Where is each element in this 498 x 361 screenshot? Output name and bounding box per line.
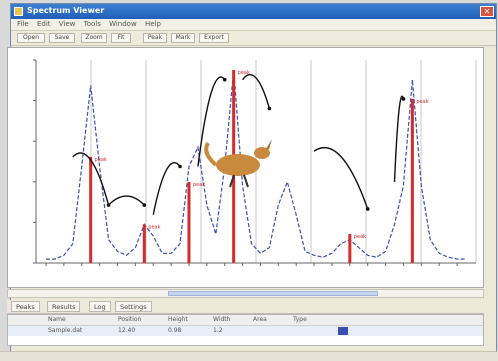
arrow-head bbox=[267, 106, 272, 111]
menu-window[interactable]: Window bbox=[109, 20, 137, 28]
transition-arrow bbox=[152, 161, 181, 215]
peak-label: peak bbox=[354, 234, 366, 240]
cell-height: 0.98 bbox=[168, 327, 182, 334]
transition-arrow bbox=[72, 152, 110, 206]
col-area[interactable]: Area bbox=[253, 316, 267, 323]
kangaroo-illustration bbox=[204, 139, 272, 188]
fit-button[interactable]: Fit bbox=[111, 33, 131, 43]
export-button[interactable]: Export bbox=[199, 33, 229, 43]
arrow-head bbox=[178, 164, 182, 169]
arrow-head bbox=[365, 207, 370, 211]
col-width[interactable]: Width bbox=[213, 316, 231, 323]
menu-help[interactable]: Help bbox=[144, 20, 161, 28]
results-table: Name Position Height Width Area Type Sam… bbox=[7, 314, 484, 346]
arrow-head bbox=[222, 77, 227, 82]
tab-results[interactable]: Results bbox=[47, 301, 81, 312]
peak-label: peak bbox=[238, 70, 250, 76]
peak-label: peak bbox=[95, 157, 107, 163]
transition-arrow bbox=[108, 195, 145, 206]
app-icon bbox=[14, 7, 23, 16]
status-bar bbox=[0, 351, 498, 361]
menu-file[interactable]: File bbox=[17, 20, 29, 28]
mark-button[interactable]: Mark bbox=[171, 33, 195, 43]
scrollbar-thumb[interactable] bbox=[168, 291, 378, 296]
col-type[interactable]: Type bbox=[293, 316, 307, 323]
table-header: Name Position Height Width Area Type bbox=[8, 315, 483, 326]
table-row[interactable]: Sample.dat 12.40 0.98 1.2 bbox=[8, 326, 483, 336]
open-button[interactable]: Open bbox=[17, 33, 45, 43]
menu-view[interactable]: View bbox=[58, 20, 76, 28]
horizontal-scrollbar[interactable] bbox=[7, 289, 484, 298]
menu-tools[interactable]: Tools bbox=[83, 20, 101, 28]
toolbar: Open Save Zoom Fit Peak Mark Export bbox=[11, 31, 496, 46]
peak-label: peak bbox=[416, 99, 428, 105]
transition-arrow bbox=[197, 76, 226, 167]
bottom-tab-strip: Peaks Results Log Settings bbox=[7, 300, 484, 314]
peak-label: peak bbox=[148, 224, 160, 230]
col-name[interactable]: Name bbox=[48, 316, 66, 323]
cell-position: 12.40 bbox=[118, 327, 136, 334]
spectrum-chart[interactable]: peak peak peak peak peak peak bbox=[8, 48, 485, 289]
menu-bar: File Edit View Tools Window Help bbox=[11, 19, 496, 31]
col-position[interactable]: Position bbox=[118, 316, 142, 323]
save-button[interactable]: Save bbox=[49, 33, 75, 43]
zoom-button[interactable]: Zoom bbox=[81, 33, 107, 43]
peak-button[interactable]: Peak bbox=[143, 33, 167, 43]
arrow-head bbox=[401, 97, 406, 101]
transition-arrow bbox=[393, 95, 405, 182]
cell-width: 1.2 bbox=[213, 327, 223, 334]
cell-name: Sample.dat bbox=[48, 327, 83, 334]
col-height[interactable]: Height bbox=[168, 316, 188, 323]
menu-edit[interactable]: Edit bbox=[36, 20, 51, 28]
arrow-head bbox=[142, 203, 147, 207]
color-swatch[interactable] bbox=[338, 327, 348, 335]
title-bar: Spectrum Viewer ✕ bbox=[11, 4, 496, 19]
close-button[interactable]: ✕ bbox=[480, 6, 494, 17]
transition-arrow bbox=[313, 146, 369, 210]
window-title: Spectrum Viewer bbox=[27, 6, 105, 15]
spectrum-plot-panel[interactable]: peak peak peak peak peak peak bbox=[7, 47, 484, 288]
tab-peaks[interactable]: Peaks bbox=[11, 301, 40, 312]
transition-arrow bbox=[242, 74, 271, 109]
peak-label: peak bbox=[193, 182, 205, 188]
tab-log[interactable]: Log bbox=[89, 301, 111, 312]
spectrum-line bbox=[46, 69, 466, 260]
tab-settings[interactable]: Settings bbox=[115, 301, 152, 312]
